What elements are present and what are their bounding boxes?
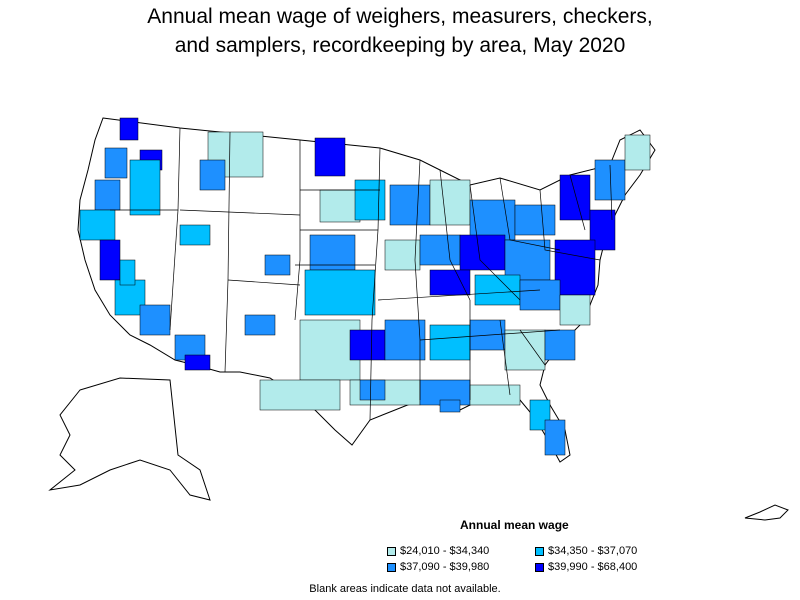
area-region: [504, 239, 551, 281]
area-region: [439, 399, 461, 413]
legend-item-1: $24,010 - $34,340: [387, 545, 489, 557]
area-region: [474, 274, 521, 306]
blank-areas-note: Blank areas indicate data not available.: [309, 583, 501, 595]
legend-swatch-4: [535, 562, 544, 572]
area-region: [624, 134, 651, 171]
legend-title: Annual mean wage: [460, 518, 569, 532]
area-region: [359, 379, 386, 401]
area-region: [349, 329, 386, 361]
hawaii-outline: [744, 504, 789, 521]
legend-item-3: $37,090 - $39,980: [387, 561, 489, 573]
legend-label-3: $37,090 - $39,980: [400, 561, 490, 573]
area-region: [309, 234, 356, 271]
area-region: [79, 209, 116, 241]
legend-swatch-3: [387, 562, 396, 572]
area-region: [504, 329, 546, 371]
legend-item-4: $39,990 - $68,400: [535, 561, 637, 573]
area-region: [314, 137, 346, 177]
area-region: [354, 179, 386, 221]
area-region: [264, 254, 291, 276]
area-region: [99, 239, 121, 281]
area-region: [259, 379, 341, 411]
area-region: [384, 239, 421, 271]
state-borders: [110, 127, 613, 421]
area-region: [139, 304, 171, 336]
area-region: [559, 294, 591, 326]
area-region: [199, 159, 226, 191]
title-line-2: and samplers, recordkeeping by area, May…: [174, 34, 626, 57]
area-region: [554, 239, 596, 296]
title-line-1: Annual mean wage of weighers, measurers,…: [147, 5, 653, 28]
legend-label-1: $24,010 - $34,340: [400, 545, 490, 557]
area-region: [104, 147, 128, 179]
area-region: [244, 314, 276, 336]
area-region: [184, 354, 211, 371]
area-region: [429, 269, 471, 296]
legend-label-4: $39,990 - $68,400: [548, 561, 638, 573]
area-region: [94, 179, 121, 211]
area-region: [469, 199, 516, 241]
area-region: [429, 179, 471, 226]
area-region: [119, 259, 136, 286]
area-region: [129, 159, 161, 216]
legend-item-2: $34,350 - $37,070: [535, 545, 637, 557]
area-region: [119, 117, 139, 141]
area-region: [544, 419, 566, 456]
area-region: [419, 234, 461, 266]
area-region: [459, 234, 506, 271]
map-title: Annual mean wage of weighers, measurers,…: [0, 2, 800, 60]
area-region: [179, 224, 211, 246]
area-region: [559, 174, 591, 221]
area-region: [319, 189, 361, 223]
legend-label-2: $34,350 - $37,070: [548, 545, 638, 557]
area-region: [514, 204, 556, 236]
alaska-outline: [48, 377, 211, 501]
area-region: [469, 384, 521, 406]
area-region: [519, 279, 561, 311]
area-region: [389, 184, 431, 226]
map-regions: [79, 117, 651, 456]
legend-swatch-1: [387, 546, 396, 556]
area-region: [384, 319, 426, 361]
area-region: [544, 329, 576, 361]
area-region: [304, 269, 376, 316]
area-region: [429, 324, 471, 361]
legend-swatch-2: [535, 546, 544, 556]
